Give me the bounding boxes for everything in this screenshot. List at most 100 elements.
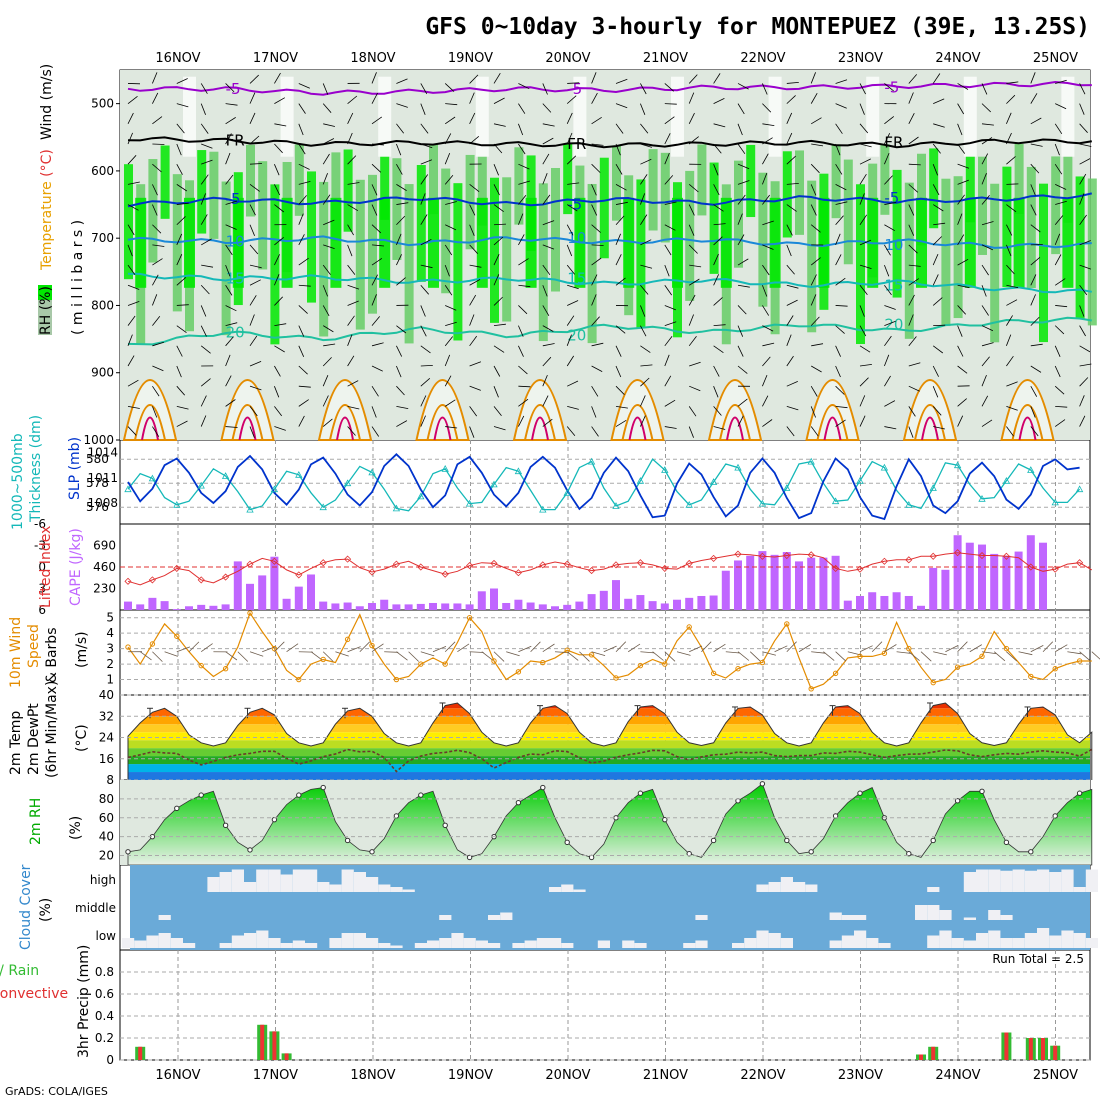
wind-barb <box>932 143 941 154</box>
wind-barb <box>201 264 214 268</box>
wind-barb <box>152 143 165 145</box>
wind-barb <box>347 355 355 367</box>
wind-barb <box>542 220 555 226</box>
cloud-cell-low <box>988 930 1001 948</box>
wind-barb <box>200 83 208 94</box>
wind-point <box>344 636 351 643</box>
rh-point <box>466 854 473 861</box>
date-label-bottom: 21NOV <box>643 1068 688 1083</box>
wind-barb <box>542 137 554 145</box>
wind-barb <box>445 201 457 205</box>
date-label-bottom: 23NOV <box>838 1068 883 1083</box>
bl-thermal-inner <box>719 404 751 441</box>
wind10-barb <box>920 651 932 662</box>
wind-barb <box>1006 381 1018 387</box>
run-total-label: Run Total = 2.5 <box>992 952 1084 966</box>
thick-ytick: 578 <box>86 476 109 490</box>
wind-barb <box>469 406 478 417</box>
temp2m-l1: 2m Temp <box>8 711 24 775</box>
cloud-cell-low <box>268 938 281 948</box>
li-point <box>807 551 815 559</box>
wind-barb <box>957 234 965 246</box>
wind-barb <box>176 304 189 306</box>
wind-barb <box>420 193 426 205</box>
wind-barb <box>469 361 482 367</box>
thickness-point <box>539 505 547 513</box>
wind-barb <box>298 385 311 388</box>
wind-barb <box>1006 299 1018 306</box>
moisture-cell <box>343 149 353 232</box>
rh-ytick: 60 <box>99 811 114 825</box>
wind-barb <box>737 103 745 115</box>
wind-barb <box>1079 123 1088 133</box>
wind-barb <box>908 184 919 193</box>
cloud-cell-low <box>329 938 342 948</box>
wind-barb <box>371 163 382 173</box>
upper-ytick: 500 <box>91 97 114 111</box>
moisture-cell <box>453 183 463 341</box>
cloud-cell-high <box>768 882 781 892</box>
wind-barb <box>981 103 991 113</box>
wind-barb <box>249 224 255 236</box>
wind-barb <box>152 385 160 397</box>
wind-barb <box>615 201 628 205</box>
moisture-cell <box>502 177 512 322</box>
wind-barb <box>762 325 774 332</box>
bl-thermal-hot <box>238 416 257 441</box>
wind-barb <box>957 123 963 136</box>
cape-bar <box>429 602 437 610</box>
bl-thermal-inner <box>231 404 264 441</box>
wind-barb <box>322 264 331 275</box>
wind-barb <box>835 405 848 409</box>
cloud-cell-low <box>488 943 501 948</box>
wind-barb <box>615 163 623 175</box>
wind-barb <box>152 204 158 216</box>
wind-barb <box>591 244 604 246</box>
wind10-barb <box>762 651 777 656</box>
precip-ytick: 0.6 <box>95 987 114 1001</box>
li-point <box>197 576 205 584</box>
wind-barb <box>762 356 771 367</box>
wind-barb <box>347 300 359 306</box>
cloud-cell-high <box>1012 869 1025 892</box>
cloud-cell-high <box>1024 870 1037 892</box>
bl-thermal-hot <box>628 416 647 441</box>
wind-barb <box>957 258 969 266</box>
wind10-barb <box>286 643 299 653</box>
wind-barb <box>908 92 914 104</box>
wind-barb <box>835 184 847 191</box>
temp-ytick: 8 <box>106 773 114 787</box>
cloud-cell-high <box>1073 887 1086 892</box>
cape-bar <box>490 588 498 610</box>
cape-bar <box>355 606 364 610</box>
cloud-cell-low <box>829 940 842 948</box>
wind-barb <box>664 224 676 231</box>
wind-barb <box>200 415 207 427</box>
wind-barb <box>615 385 625 395</box>
bl-thermal <box>902 379 958 441</box>
temp-band <box>128 764 1090 773</box>
wind10-barb <box>774 645 788 653</box>
wind-barb <box>493 236 504 246</box>
wind-barb <box>322 173 328 185</box>
temp-contour <box>127 192 1093 208</box>
wind-barb <box>859 123 869 134</box>
moisture-cell <box>330 197 342 288</box>
wind-barb <box>835 103 847 109</box>
moisture-cell <box>392 158 402 260</box>
wind-barb <box>762 285 768 297</box>
wind-barb <box>274 323 287 327</box>
wind10-barb <box>274 641 285 653</box>
wind-barb <box>127 284 140 290</box>
wind-barb <box>908 224 915 236</box>
wind10-barb <box>969 644 983 653</box>
wind-barb <box>298 195 307 205</box>
rh-point <box>637 790 644 796</box>
wind-barb <box>811 343 824 347</box>
wind-barb <box>591 184 597 196</box>
wind-barb <box>298 163 310 170</box>
wind-barb <box>1030 256 1041 266</box>
cape-bar <box>624 598 633 610</box>
wind-barb <box>591 316 600 326</box>
wind-barb <box>518 284 531 288</box>
